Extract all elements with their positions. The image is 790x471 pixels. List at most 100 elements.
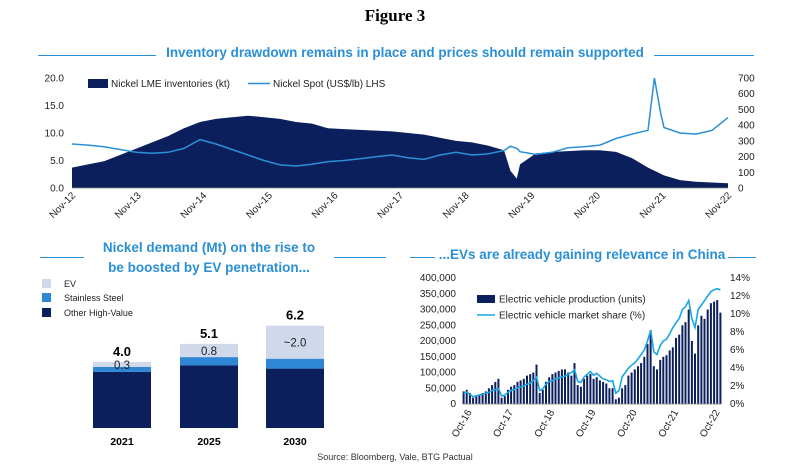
y-right-tick-label: 400 (738, 121, 755, 132)
ev-production-bar (573, 363, 576, 404)
ev-production-bar (560, 369, 563, 404)
y-right-tick-label: 8% (730, 327, 745, 338)
ev-production-bar (545, 381, 547, 404)
inventory-area (72, 115, 728, 188)
ev-production-bar (475, 396, 478, 404)
ev-production-bar (700, 315, 703, 404)
legend-swatch (42, 308, 51, 317)
ev-production-bar (703, 318, 706, 404)
ev-production-bar (526, 375, 528, 404)
bar-segment-stainless-steel (266, 358, 324, 369)
y-left-tick-label: 0.0 (50, 184, 64, 195)
ev-production-bar (624, 385, 627, 404)
br-title-rule-left (410, 257, 435, 258)
bar-total-label: 5.1 (200, 326, 218, 341)
bar-total-label: 4.0 (113, 344, 131, 359)
ev-production-bar (652, 366, 655, 404)
bar-ev-label: 0.8 (201, 346, 217, 358)
ev-production-bar (538, 393, 541, 404)
y-right-tick-label: 200 (738, 152, 755, 163)
ev-production-bar (522, 378, 525, 404)
legend-swatch-production (477, 295, 495, 303)
ev-production-bar (621, 388, 624, 405)
ev-production-bar (589, 374, 592, 404)
ev-production-bar (535, 364, 538, 404)
ev-production-bar (668, 350, 671, 404)
y-right-tick-label: 500 (738, 105, 755, 116)
ev-production-bar (671, 347, 674, 404)
ev-production-bar (675, 337, 677, 404)
ev-production-bar (598, 380, 601, 404)
x-tick-label: Oct-20 (615, 408, 640, 440)
source-note: Source: Bloomberg, Vale, BTG Pactual (317, 452, 473, 462)
ev-production-bar (576, 385, 579, 404)
ev-production-bar (564, 369, 566, 404)
x-tick-label: Oct-21 (657, 408, 682, 440)
ev-production-bar (678, 334, 681, 404)
bar-segment-stainless-steel (180, 357, 238, 366)
inventory-price-chart: 0.0 5.0 10.0 15.0 20.0 0 100 200 300 400 500 600 700… (45, 74, 756, 221)
ev-production-bar (605, 383, 608, 404)
ev-production-bar (551, 374, 554, 404)
y-right-tick-label: 2% (730, 381, 745, 392)
category-label: 2030 (283, 436, 307, 448)
x-tick-label: Oct-19 (574, 408, 599, 440)
ev-production-bar (646, 344, 649, 404)
ev-production-bar (643, 356, 646, 405)
bar-ev-label: ~2.0 (284, 338, 307, 350)
ev-production-bar (484, 391, 487, 404)
ev-production-bar (592, 378, 595, 404)
ev-production-bar (633, 369, 636, 404)
x-tick-label: Oct-17 (491, 408, 516, 440)
y-right-tick-label: 4% (730, 363, 745, 374)
y-left-tick-label: 0 (450, 399, 456, 410)
y-right-tick-label: 0 (738, 184, 744, 195)
ev-production-bar (627, 375, 630, 404)
y-left-tick-label: 200,000 (420, 336, 457, 347)
ev-production-bar (491, 385, 494, 404)
legend-label-spot: Nickel Spot (US$/lb) LHS (273, 79, 386, 90)
legend-label: Stainless Steel (64, 293, 124, 303)
demand-chart-title-line1: Nickel demand (Mt) on the rise to (102, 240, 316, 255)
ev-production-bar (519, 380, 522, 404)
ev-production-bar (503, 396, 506, 404)
ev-production-bar (614, 399, 617, 404)
ev-production-bar (611, 388, 614, 405)
category-label: 2021 (110, 436, 134, 448)
ev-production-bar (662, 356, 665, 405)
bar-segment-ev (180, 343, 238, 358)
ev-production-bar (497, 378, 500, 404)
ev-production-bar (690, 341, 693, 404)
top-title-rule-left (38, 55, 156, 56)
bar-segment-other-high-value (93, 371, 151, 428)
ev-production-bar (709, 303, 712, 404)
ev-production-bar (500, 397, 503, 404)
ev-production-bar (541, 389, 544, 404)
ev-production-bar (595, 377, 598, 404)
ev-production-bar (570, 375, 573, 404)
y-right-tick-label: 6% (730, 345, 745, 356)
ev-production-bar (637, 366, 639, 404)
x-tick-label: Oct-16 (450, 408, 475, 440)
ev-production-bar (557, 370, 560, 404)
br-title-rule-right (728, 257, 756, 258)
ev-production-bar (665, 355, 668, 404)
ev-production-bar (529, 374, 532, 404)
ev-production-bar (472, 397, 475, 404)
bl-title-rule-right (334, 257, 386, 258)
top-chart-title: Inventory drawdown remains in place and … (166, 45, 644, 60)
ev-production-bar (516, 381, 519, 404)
ev-production-bar (579, 386, 582, 404)
ev-production-bar (630, 372, 633, 404)
ev-production-bar (719, 312, 722, 404)
bar-segment-ev (266, 325, 324, 359)
bar-segment-stainless-steel (93, 366, 151, 372)
ev-chart-title: ...EVs are already gaining relevance in … (438, 247, 726, 262)
ev-production-bar (681, 325, 684, 405)
x-tick-label: Oct-22 (698, 408, 723, 440)
y-left-tick-label: 150,000 (420, 352, 457, 363)
y-right-tick-label: 14% (730, 273, 750, 284)
legend-swatch (42, 279, 51, 288)
bl-title-rule-left (40, 257, 84, 258)
